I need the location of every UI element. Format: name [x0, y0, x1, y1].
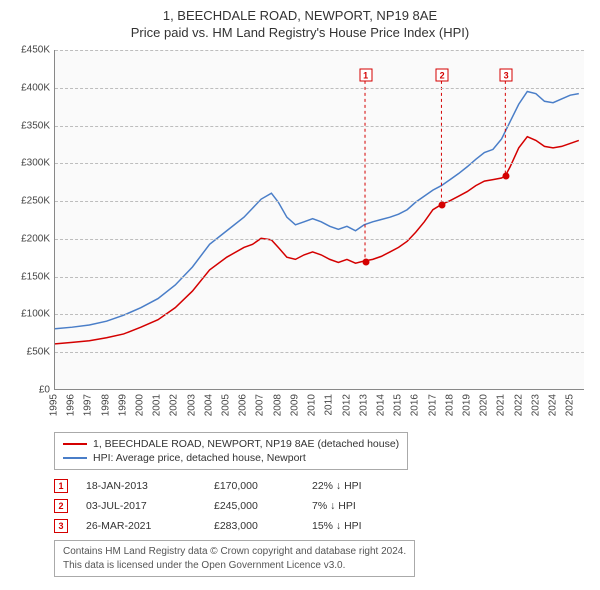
y-axis-label: £200K — [10, 233, 50, 244]
sale-marker-box: 1 — [359, 69, 372, 82]
sales-row: 3 26-MAR-2021 £283,000 15% ↓ HPI — [54, 516, 554, 536]
attribution-footer: Contains HM Land Registry data © Crown c… — [54, 540, 415, 577]
y-axis-label: £300K — [10, 158, 50, 169]
sale-marker-dot — [503, 173, 510, 180]
x-axis-label: 2016 — [410, 394, 421, 416]
legend-swatch — [63, 443, 87, 445]
title-line-2: Price paid vs. HM Land Registry's House … — [10, 25, 590, 40]
x-axis-label: 2015 — [393, 394, 404, 416]
sales-row-marker: 2 — [54, 499, 68, 513]
series-line-property — [55, 137, 579, 344]
gridline — [55, 239, 584, 240]
x-axis-label: 2006 — [238, 394, 249, 416]
sales-row-marker: 3 — [54, 519, 68, 533]
x-axis-label: 2005 — [221, 394, 232, 416]
chart-area: 1 2 3 £0 £50K £100K £150K £200K £250K £300K £350K… — [10, 46, 590, 426]
sale-marker-box: 2 — [436, 69, 449, 82]
x-axis-label: 2010 — [307, 394, 318, 416]
x-axis-label: 2002 — [169, 394, 180, 416]
x-axis-label: 2024 — [548, 394, 559, 416]
x-axis-label: 2009 — [289, 394, 300, 416]
sale-marker-dot — [362, 258, 369, 265]
footer-line-2: This data is licensed under the Open Gov… — [63, 559, 406, 573]
x-axis-label: 2020 — [479, 394, 490, 416]
sales-row-price: £283,000 — [214, 520, 294, 532]
chart-legend: 1, BEECHDALE ROAD, NEWPORT, NP19 8AE (de… — [54, 432, 408, 470]
sales-row-delta: 15% ↓ HPI — [312, 520, 412, 532]
x-axis-label: 1997 — [83, 394, 94, 416]
x-axis-label: 2017 — [427, 394, 438, 416]
sales-row: 2 03-JUL-2017 £245,000 7% ↓ HPI — [54, 496, 554, 516]
chart-svg — [55, 50, 584, 389]
sale-marker-box: 3 — [500, 69, 513, 82]
sales-row-delta: 22% ↓ HPI — [312, 480, 412, 492]
y-axis-label: £100K — [10, 309, 50, 320]
series-line-hpi — [55, 91, 579, 328]
y-axis-label: £150K — [10, 271, 50, 282]
legend-label: HPI: Average price, detached house, Newp… — [93, 452, 306, 464]
sales-row: 1 18-JAN-2013 £170,000 22% ↓ HPI — [54, 476, 554, 496]
gridline — [55, 126, 584, 127]
legend-swatch — [63, 457, 87, 459]
x-axis-label: 2012 — [341, 394, 352, 416]
chart-title: 1, BEECHDALE ROAD, NEWPORT, NP19 8AE Pri… — [10, 8, 590, 40]
x-axis-label: 2004 — [203, 394, 214, 416]
sales-row-date: 26-MAR-2021 — [86, 520, 196, 532]
chart-plot: 1 2 3 — [54, 50, 584, 390]
gridline — [55, 314, 584, 315]
legend-row: HPI: Average price, detached house, Newp… — [63, 451, 399, 465]
x-axis-label: 2021 — [496, 394, 507, 416]
y-axis-label: £250K — [10, 196, 50, 207]
x-axis-label: 2022 — [513, 394, 524, 416]
x-axis-label: 2008 — [272, 394, 283, 416]
gridline — [55, 277, 584, 278]
gridline — [55, 50, 584, 51]
x-axis-label: 2003 — [186, 394, 197, 416]
sales-row-price: £170,000 — [214, 480, 294, 492]
y-axis-label: £350K — [10, 120, 50, 131]
gridline — [55, 352, 584, 353]
x-axis-label: 2025 — [565, 394, 576, 416]
y-axis-label: £50K — [10, 347, 50, 358]
x-axis-label: 2023 — [530, 394, 541, 416]
sales-row-date: 18-JAN-2013 — [86, 480, 196, 492]
x-axis-label: 1998 — [100, 394, 111, 416]
x-axis-label: 2014 — [375, 394, 386, 416]
sales-row-price: £245,000 — [214, 500, 294, 512]
legend-row: 1, BEECHDALE ROAD, NEWPORT, NP19 8AE (de… — [63, 437, 399, 451]
x-axis-label: 2018 — [444, 394, 455, 416]
legend-label: 1, BEECHDALE ROAD, NEWPORT, NP19 8AE (de… — [93, 438, 399, 450]
y-axis-label: £400K — [10, 82, 50, 93]
sales-table: 1 18-JAN-2013 £170,000 22% ↓ HPI 2 03-JUL-201… — [54, 476, 554, 536]
x-axis-label: 2013 — [358, 394, 369, 416]
x-axis-label: 1996 — [66, 394, 77, 416]
footer-line-1: Contains HM Land Registry data © Crown c… — [63, 545, 406, 559]
sale-marker-dot — [439, 201, 446, 208]
gridline — [55, 88, 584, 89]
gridline — [55, 201, 584, 202]
gridline — [55, 163, 584, 164]
sales-row-delta: 7% ↓ HPI — [312, 500, 412, 512]
sales-row-date: 03-JUL-2017 — [86, 500, 196, 512]
x-axis-label: 2019 — [461, 394, 472, 416]
x-axis-label: 1995 — [49, 394, 60, 416]
y-axis-label: £450K — [10, 45, 50, 56]
x-axis-label: 2007 — [255, 394, 266, 416]
title-line-1: 1, BEECHDALE ROAD, NEWPORT, NP19 8AE — [10, 8, 590, 23]
x-axis-label: 2001 — [152, 394, 163, 416]
x-axis-label: 2000 — [135, 394, 146, 416]
x-axis-label: 1999 — [117, 394, 128, 416]
sales-row-marker: 1 — [54, 479, 68, 493]
y-axis-label: £0 — [10, 385, 50, 396]
x-axis-label: 2011 — [324, 394, 335, 416]
